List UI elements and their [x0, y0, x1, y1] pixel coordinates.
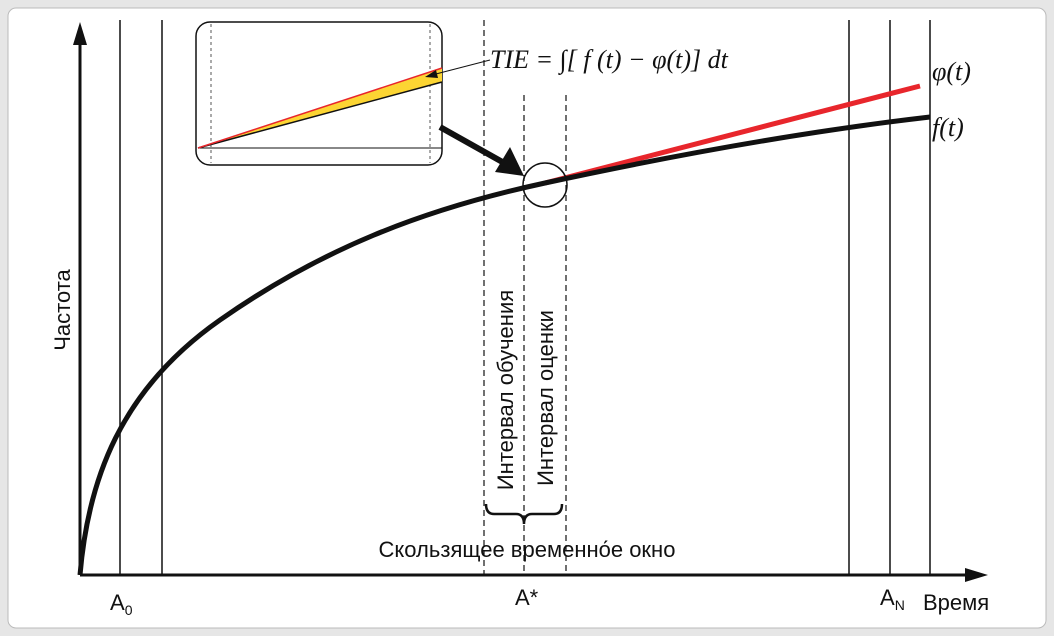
- marker-a0: A0: [110, 590, 133, 618]
- window-label: Скользящее временно́е окно: [379, 537, 676, 562]
- marker-an: AN: [880, 585, 905, 613]
- f-curve: [77, 114, 931, 576]
- formula: TIE = ∫[ f (t) − φ(t)] dt: [490, 45, 729, 75]
- marker-main: A: [110, 590, 125, 615]
- inset: [195, 21, 443, 166]
- marker-sub: N: [895, 597, 905, 613]
- marker-sub: 0: [125, 602, 133, 618]
- inset-f: [197, 81, 443, 149]
- estimation-label: Интервал оценки: [533, 310, 558, 486]
- marker-main: A: [880, 585, 895, 610]
- f-label: f(t): [932, 113, 964, 142]
- solid-verticals: [119, 20, 931, 575]
- inset-phi: [197, 67, 443, 149]
- learning-label: Интервал обучения: [493, 290, 518, 490]
- formula-pointer: [431, 59, 491, 76]
- phi-label: φ(t): [932, 57, 971, 86]
- marker-astar: A*: [515, 585, 539, 610]
- axes: [78, 40, 970, 577]
- y-axis-label: Частота: [50, 268, 75, 350]
- zoom-arrow: [438, 124, 508, 167]
- zoom-arrowhead: [495, 147, 524, 176]
- inset-dashes: [210, 24, 431, 163]
- phi-line: [544, 83, 921, 186]
- focus-circle: [522, 162, 568, 208]
- x-axis-label: Время: [923, 590, 989, 615]
- y-arrow: [73, 22, 87, 45]
- x-arrow: [965, 568, 988, 582]
- window-brace: [484, 503, 564, 525]
- formula-pointer-head: [425, 70, 438, 78]
